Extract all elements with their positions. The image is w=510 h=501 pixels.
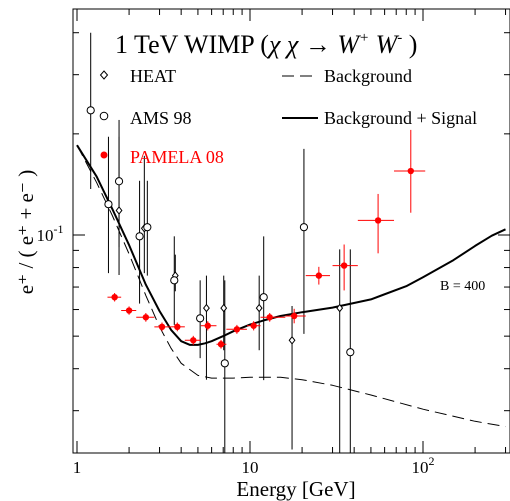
axis-ticks: [73, 9, 510, 453]
background-curve: [76, 144, 506, 428]
y-tick-label-base: 10: [37, 226, 54, 245]
x-tick-label: 1: [73, 458, 82, 477]
pamela-point: [190, 337, 197, 344]
heat-point: [336, 303, 344, 313]
ams-point: [135, 232, 144, 241]
pamela-point: [174, 323, 181, 331]
pamela-point: [158, 323, 166, 331]
data-markers: [86, 106, 414, 368]
signal-curve: [76, 144, 506, 346]
heat-point: [115, 206, 123, 215]
legend-pamela-label: PAMELA 08: [130, 147, 224, 167]
ams-point: [346, 348, 355, 357]
pamela-point: [125, 307, 133, 314]
legend-ams-label: AMS 98: [130, 108, 192, 128]
legend-background-label: Background: [324, 66, 412, 86]
heat-point: [288, 335, 296, 345]
ams-point: [143, 223, 152, 232]
ams-point: [220, 359, 229, 368]
x-tick-label-exp: 2: [429, 454, 435, 468]
ams-point: [104, 200, 113, 209]
heat-point: [220, 303, 228, 313]
pamela-point: [315, 272, 323, 279]
pamela-point: [111, 293, 118, 301]
x-axis-title: Energy [GeV]: [236, 477, 355, 501]
y-axis-title: e⁺ / ( e⁺ + e⁻ ): [14, 170, 38, 294]
chart-annotation-title: 1 TeV WIMP (χ χ → W+ W- ): [115, 30, 417, 59]
legend-signal-label: Background + Signal: [324, 108, 477, 128]
ams-point: [114, 177, 124, 186]
pamela-point: [266, 314, 273, 321]
heat-point: [255, 303, 263, 313]
pamela-point: [407, 167, 414, 175]
y-tick-label: 10-1: [37, 222, 64, 245]
x-tick-label: 10: [242, 458, 259, 477]
legend-pamela-marker: [100, 151, 108, 159]
pamela-point: [250, 322, 257, 329]
y-tick-label-exp: -1: [54, 222, 64, 236]
legend-heat-marker: [99, 70, 109, 80]
ams-point: [170, 276, 179, 285]
pamela-point: [233, 326, 241, 333]
pamela-point: [217, 341, 225, 348]
b-annotation: B = 400: [440, 279, 485, 294]
ams-point: [299, 223, 309, 232]
x-tick-label-base: 10: [242, 458, 259, 477]
ams-point: [259, 293, 268, 302]
ams-point: [196, 314, 205, 323]
pamela-point: [290, 312, 298, 320]
pamela-point: [340, 262, 348, 269]
ams-point: [86, 106, 95, 115]
x-tick-label-base: 10: [412, 458, 429, 477]
pamela-point: [374, 217, 382, 224]
heat-point: [202, 303, 210, 313]
legend: HEAT AMS 98 PAMELA 08 Background Backgro…: [99, 66, 477, 167]
legend-ams-marker: [99, 111, 109, 121]
x-tick-label: 102: [412, 454, 435, 477]
x-tick-label-base: 1: [73, 458, 82, 477]
legend-heat-label: HEAT: [130, 66, 176, 86]
pamela-point: [142, 314, 150, 321]
curves: [76, 144, 506, 428]
pamela-point: [204, 322, 211, 329]
